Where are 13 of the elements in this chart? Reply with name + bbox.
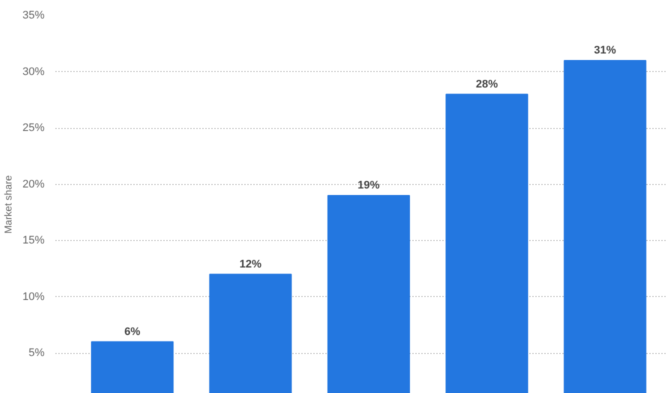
y-axis-title: Market share <box>3 174 14 234</box>
y-tick-label: 25% <box>22 122 45 134</box>
data-label: 31% <box>594 44 616 56</box>
data-label: 19% <box>358 180 380 192</box>
y-tick-label: 35% <box>22 10 45 22</box>
data-label: 28% <box>476 78 498 90</box>
y-tick-label: 30% <box>22 66 45 78</box>
y-tick-label: 20% <box>22 178 45 190</box>
y-tick-label: 15% <box>22 234 45 246</box>
y-tick-label: 10% <box>22 290 45 303</box>
y-tick-label: 5% <box>28 347 45 359</box>
data-label: 6% <box>124 326 140 338</box>
data-label: 12% <box>239 258 262 270</box>
